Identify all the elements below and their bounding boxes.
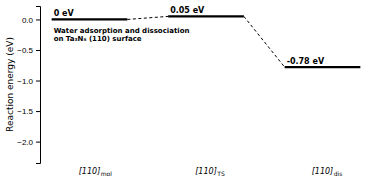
y-tick-label: −1.0 [17,77,33,86]
data-label: -0.78 eV [287,57,325,66]
y-tick: −1.0 [17,77,40,86]
y-axis-line [36,7,41,164]
connector [127,16,168,19]
y-tick: −2.0 [17,138,40,147]
category-label: [110] [312,167,334,176]
category-subscript: mol [101,170,113,177]
connector [244,16,285,67]
energy-level [168,15,244,17]
marks [52,16,361,67]
y-tick-label: −2.0 [17,138,33,147]
y-axis-title: Reaction energy (eV) [5,37,15,132]
y-tick-mark [36,142,40,143]
data-label: 0 eV [54,9,75,18]
plot: 0.0 −0.5 −1.0 −1.5 −2.0 0 eV 0.05 eV -0.78 eV Wa… [17,6,360,163]
annotation: Water adsorption and dissociationon Ta₃N… [54,27,190,43]
y-tick: −0.5 [17,46,40,55]
y-tick-mark [36,19,40,20]
category-label: [110] [195,167,217,176]
y-tick-mark [36,81,40,82]
energy-level [285,66,361,68]
y-axis: 0.0 −0.5 −1.0 −1.5 −2.0 [17,7,40,164]
category-label: [110] [79,167,101,176]
y-tick-mark [36,111,40,112]
y-tick-mark [36,50,40,51]
y-tick-label: −1.5 [17,107,33,116]
y-tick: 0.0 [22,15,40,24]
category-subscript: TS [216,170,225,177]
chart: 0.0 −0.5 −1.0 −1.5 −2.0 0 eV 0.05 eV -0.78 eV Wa… [0,0,378,179]
category-subscript: dis [334,170,343,177]
energy-level [52,18,128,20]
y-tick: −1.5 [17,107,40,116]
data-label: 0.05 eV [170,6,205,15]
y-tick-label: 0.0 [22,15,34,24]
y-tick-label: −0.5 [17,46,33,55]
